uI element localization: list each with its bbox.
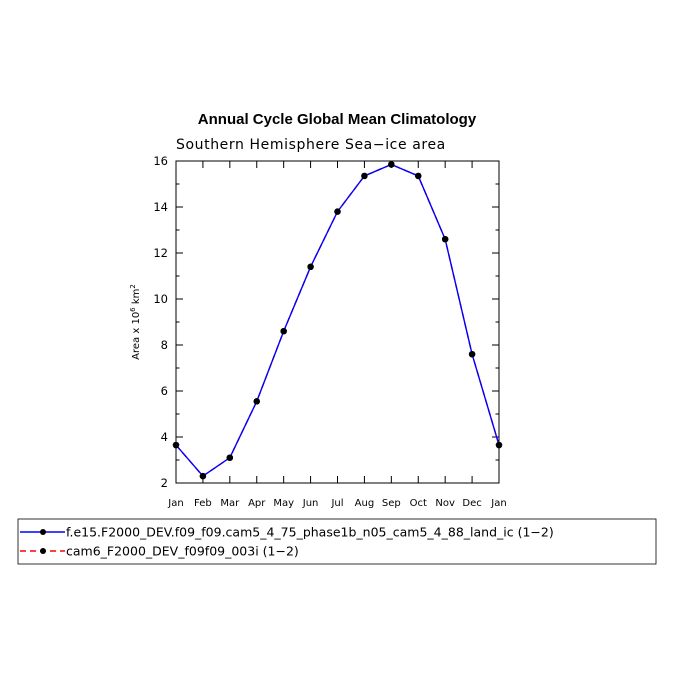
legend-label-1: f.e15.F2000_DEV.f09_f09.cam5_4_75_phase1… — [66, 525, 554, 540]
y-tick-label: 16 — [153, 154, 168, 168]
y-tick-label: 14 — [153, 200, 168, 214]
x-tick-label: Mar — [220, 498, 240, 509]
chart-title: Annual Cycle Global Mean Climatology — [198, 111, 477, 128]
series-1-point — [441, 236, 449, 243]
series-1-point — [253, 398, 260, 405]
y-tick-label: 4 — [161, 430, 168, 444]
series-1-point — [226, 454, 234, 461]
x-tick-label: May — [273, 498, 294, 509]
series-1-point — [334, 208, 341, 215]
y-tick-label: 12 — [153, 246, 168, 260]
series-1-point — [199, 472, 207, 480]
y-tick-label: 2 — [161, 476, 168, 490]
plot-area: 2 4 6 8 10 12 14 16 Jan Feb Mar Apr May Jun Jul Aug Sep O… — [129, 154, 507, 509]
y-tick-label: 8 — [161, 338, 168, 352]
chart-subtitle: Southern Hemisphere Sea−ice area — [176, 137, 446, 153]
series-1-point — [388, 161, 395, 168]
series-1-point — [415, 172, 422, 180]
legend-marker-2 — [40, 548, 46, 554]
y-tick-label: 10 — [153, 292, 168, 306]
series-1-point — [361, 172, 368, 180]
x-tick-label: Sep — [382, 498, 401, 509]
x-tick-label: Oct — [410, 498, 427, 509]
legend-box — [17, 518, 657, 565]
x-tick-label: Jan — [490, 498, 506, 509]
legend: f.e15.F2000_DEV.f09_f09.cam5_4_75_phase1… — [17, 518, 657, 565]
x-tick-label: Dec — [462, 498, 481, 509]
x-tick-label: Jan — [167, 498, 183, 509]
series-1-point — [468, 351, 476, 358]
x-tick-label: Jun — [302, 498, 319, 509]
x-tick-label: Nov — [435, 498, 455, 509]
series-1-point — [495, 441, 503, 449]
legend-marker-1 — [40, 529, 46, 535]
legend-label-2: cam6_F2000_DEV_f09f09_003i (1−2) — [66, 544, 299, 559]
x-tick-label: Apr — [248, 498, 266, 509]
series-1-point — [280, 328, 287, 335]
series-1-point — [307, 263, 314, 270]
series-1-point — [172, 441, 180, 449]
y-tick-label: 6 — [161, 384, 168, 398]
x-tick-label: Aug — [355, 498, 375, 509]
y-axis-label: Area x 106 km2 — [129, 284, 142, 360]
x-tick-label: Jul — [330, 498, 343, 509]
x-tick-label: Feb — [194, 498, 212, 509]
